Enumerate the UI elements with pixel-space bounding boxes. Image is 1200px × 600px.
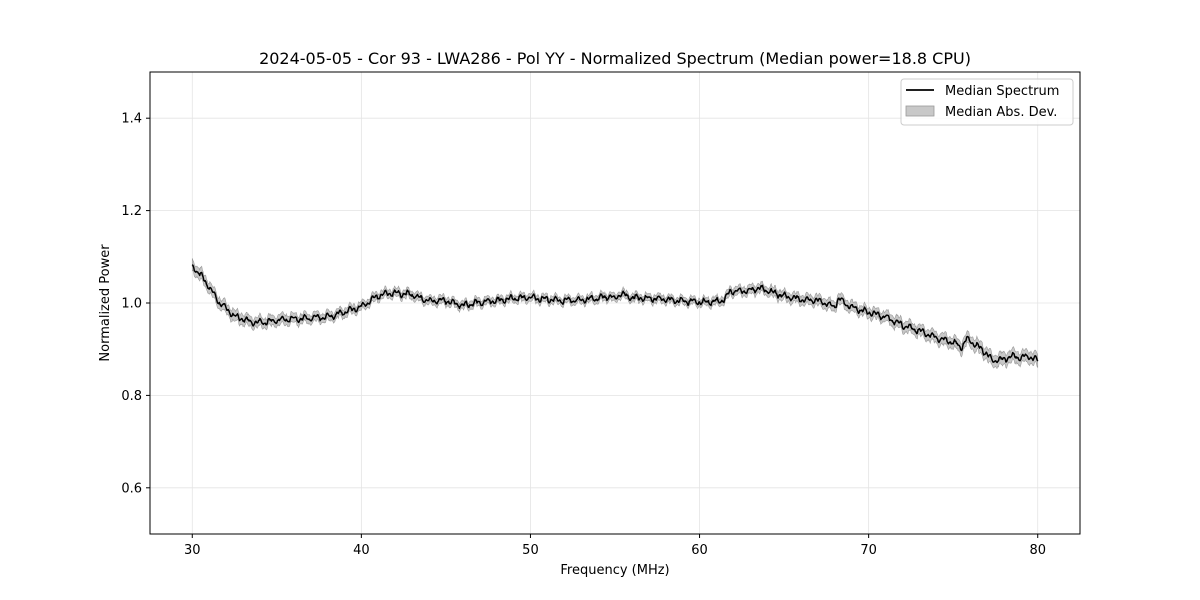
legend-label-median-spectrum: Median Spectrum xyxy=(945,84,1059,99)
y-tick-label: 1.0 xyxy=(121,297,142,312)
median-spectrum-line xyxy=(191,264,1039,364)
y-tick-label: 1.4 xyxy=(121,112,142,127)
y-axis-ticks: 0.6 0.8 1.0 1.2 1.4 xyxy=(121,112,150,496)
chart-title: 2024-05-05 - Cor 93 - LWA286 - Pol YY - … xyxy=(259,49,971,68)
x-axis-label: Frequency (MHz) xyxy=(560,563,669,578)
median-line-layer xyxy=(191,264,1039,364)
x-tick-label: 80 xyxy=(1029,543,1046,558)
y-axis-label: Normalized Power xyxy=(98,244,113,362)
legend-box xyxy=(900,78,1074,126)
legend-band-swatch xyxy=(905,105,935,117)
y-tick-label: 0.8 xyxy=(121,389,142,404)
legend-label-median-abs-dev: Median Abs. Dev. xyxy=(945,105,1057,120)
x-tick-label: 70 xyxy=(860,543,877,558)
x-tick-label: 60 xyxy=(691,543,708,558)
legend: Median Spectrum Median Abs. Dev. xyxy=(900,78,1074,126)
y-tick-label: 1.2 xyxy=(121,204,142,219)
x-tick-label: 30 xyxy=(184,543,201,558)
x-tick-label: 40 xyxy=(353,543,370,558)
x-axis-ticks: 30 40 50 60 70 80 xyxy=(184,534,1046,558)
y-tick-label: 0.6 xyxy=(121,481,142,496)
x-tick-label: 50 xyxy=(522,543,539,558)
